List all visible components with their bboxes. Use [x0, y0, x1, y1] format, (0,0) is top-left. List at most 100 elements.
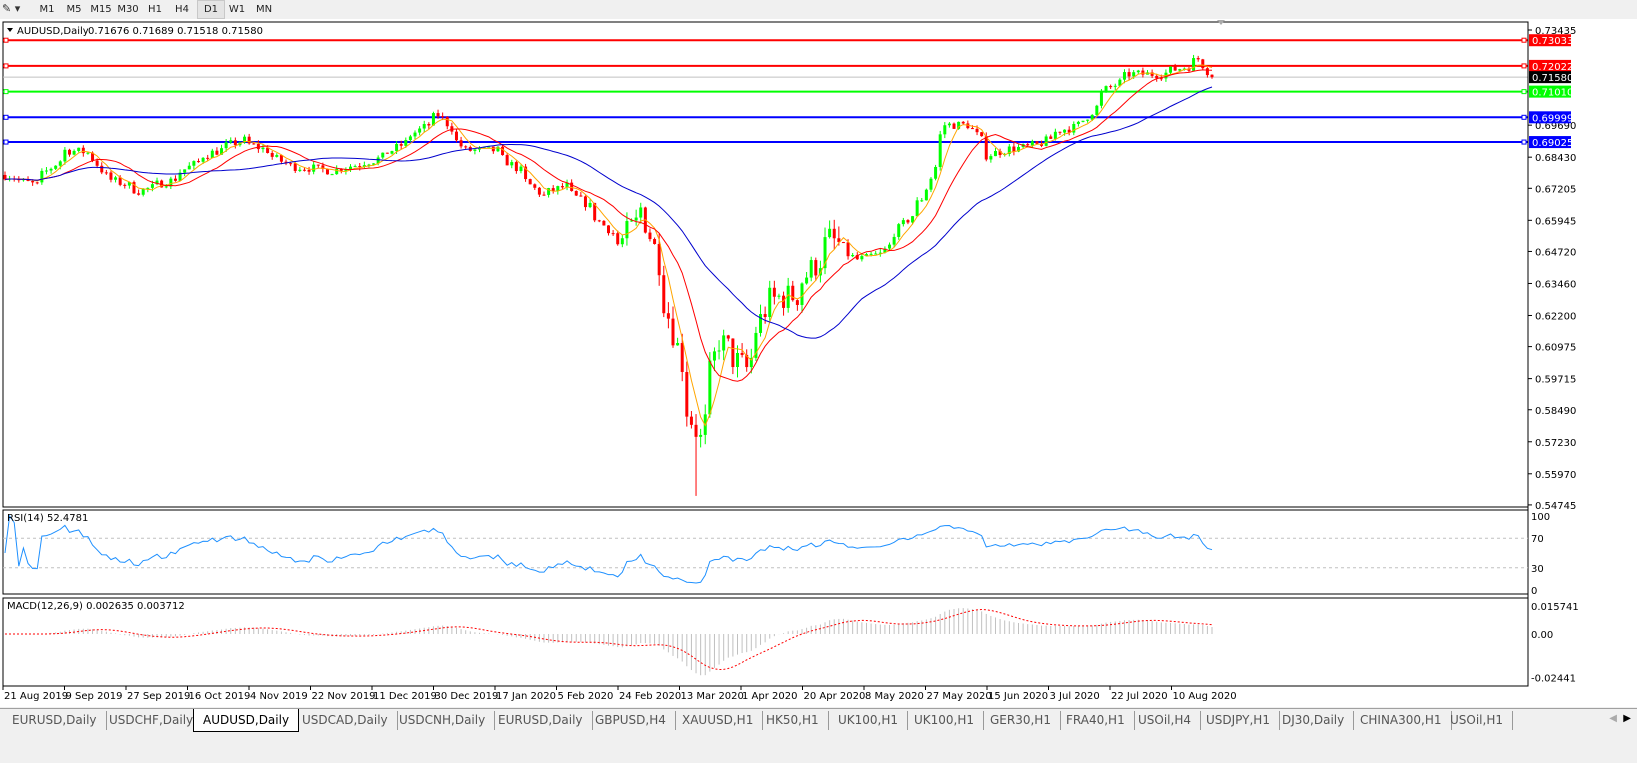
price-tick-label: 0.63460 [1535, 279, 1576, 290]
rsi-line [4, 514, 1213, 584]
candle-body [252, 143, 256, 145]
rsi-tick-label: 100 [1531, 512, 1550, 523]
candle-body [95, 160, 99, 166]
chart-tab[interactable]: USDCAD,Daily [293, 711, 398, 730]
line-handle [1521, 89, 1527, 95]
candle-body [809, 260, 813, 278]
price-tick-label: 0.68430 [1535, 153, 1576, 164]
candle-body [911, 216, 915, 223]
tab-scroll-right-icon[interactable]: ▶ [1623, 713, 1631, 724]
candle-body [206, 157, 210, 159]
candle-body [1072, 123, 1076, 133]
candle-body [966, 123, 970, 129]
candle-body [570, 182, 574, 191]
timeframe-mn[interactable]: MN [255, 4, 273, 15]
candle-body [325, 168, 329, 175]
chart-tab[interactable]: USOil,H1 [1441, 711, 1513, 730]
chart-tab[interactable]: USOil,H4 [1129, 711, 1201, 730]
candle-body [860, 256, 864, 260]
candle-body [680, 342, 684, 372]
candle-body [616, 233, 620, 245]
candle-body [653, 239, 657, 244]
candle-body [975, 128, 979, 133]
candle-body [676, 342, 680, 346]
candle-body [597, 220, 601, 222]
chart-tab[interactable]: USDCNH,Daily [390, 711, 496, 730]
candle-body [602, 220, 606, 226]
chart-tab[interactable]: DJ30,Daily [1273, 711, 1355, 730]
timeframe-m15[interactable]: M15 [90, 4, 112, 15]
line-tools-dropdown-icon[interactable]: ✎ ▾ [2, 2, 21, 15]
candle-body [717, 350, 721, 352]
candle-body [261, 147, 265, 150]
candle-body [841, 242, 845, 244]
candle-body [91, 152, 95, 161]
ohlc-readout: 0.71676 0.71689 0.71518 0.71580 [88, 26, 263, 37]
candle-body [431, 113, 435, 126]
candle-body [795, 300, 799, 305]
time-tick-label: 16 Oct 2019 [189, 691, 251, 702]
time-tick-label: 13 Mar 2020 [681, 691, 744, 702]
timeframe-m1[interactable]: M1 [39, 4, 55, 15]
line-handle [1521, 63, 1527, 69]
candle-body [837, 238, 841, 243]
time-tick-label: 3 Jul 2020 [1050, 691, 1100, 702]
candle-body [791, 285, 795, 301]
chart-tab[interactable]: AUDUSD,Daily [193, 709, 300, 732]
candle-body [583, 196, 587, 208]
chart-tab[interactable]: USDCHF,Daily [100, 711, 204, 730]
candle-body [745, 354, 749, 368]
time-tick-label: 22 Nov 2019 [312, 691, 376, 702]
candle-body [892, 236, 896, 245]
chart-window[interactable]: 0.73435 0.69690 0.68430 0.67205 0.65945 0.647… [0, 19, 1637, 707]
time-tick-label: 10 Aug 2020 [1173, 691, 1237, 702]
chart-tab[interactable]: USDJPY,H1 [1197, 711, 1280, 730]
timeframe-h4[interactable]: H4 [175, 4, 189, 15]
price-level-label: 0.73033 [1532, 36, 1573, 47]
bid-price-badge [1529, 71, 1571, 84]
candle-body [358, 166, 362, 168]
candle-body [920, 200, 924, 202]
chart-tab[interactable]: EURUSD,Daily [3, 711, 107, 730]
tab-scroll-arrows[interactable]: ◀ ▶ [1609, 713, 1631, 724]
tab-scroll-left-icon[interactable]: ◀ [1609, 713, 1617, 724]
chart-tab[interactable]: UK100,H1 [905, 711, 985, 730]
candle-body [349, 166, 353, 170]
candle-body [1063, 129, 1067, 133]
candle-body [1007, 146, 1011, 154]
chart-tab[interactable]: EURUSD,Daily [489, 711, 593, 730]
chart-tab[interactable]: XAUUSD,H1 [673, 711, 764, 730]
candle-body [823, 237, 827, 269]
timeframe-m5[interactable]: M5 [66, 4, 82, 15]
chart-tab[interactable]: UK100,H1 [829, 711, 909, 730]
candle-body [560, 186, 564, 188]
candle-body [648, 232, 652, 240]
candle-body [445, 117, 449, 127]
chart-tab[interactable]: FRA40,H1 [1057, 711, 1135, 730]
candle-body [413, 132, 417, 137]
candle-body [961, 121, 965, 124]
chart-canvas[interactable]: 0.73435 0.69690 0.68430 0.67205 0.65945 0.647… [0, 19, 1637, 707]
timeframe-w1[interactable]: W1 [228, 4, 246, 15]
candle-body [754, 332, 758, 358]
candle-body [454, 131, 458, 141]
candle-body [1205, 68, 1209, 76]
chart-tab[interactable]: HK50,H1 [757, 711, 829, 730]
time-tick-label: 11 Dec 2019 [373, 691, 437, 702]
candle-body [980, 132, 984, 137]
timeframe-d1[interactable]: D1 [197, 0, 225, 19]
candle-body [67, 149, 71, 155]
candle-body [100, 165, 104, 173]
candle-body [722, 335, 726, 351]
timeframe-h1[interactable]: H1 [148, 4, 162, 15]
timeframe-m30[interactable]: M30 [117, 4, 139, 15]
chart-shift-marker-icon [1217, 20, 1225, 25]
time-tick-label: 1 Apr 2020 [742, 691, 797, 702]
candle-body [155, 180, 159, 185]
chart-tab[interactable]: GER30,H1 [981, 711, 1061, 730]
chart-tab[interactable]: CHINA300,H1 [1351, 711, 1452, 730]
candle-body [1095, 105, 1099, 115]
chart-tab[interactable]: GBPUSD,H4 [586, 711, 676, 730]
candle-body [330, 174, 334, 176]
candle-body [989, 156, 993, 160]
